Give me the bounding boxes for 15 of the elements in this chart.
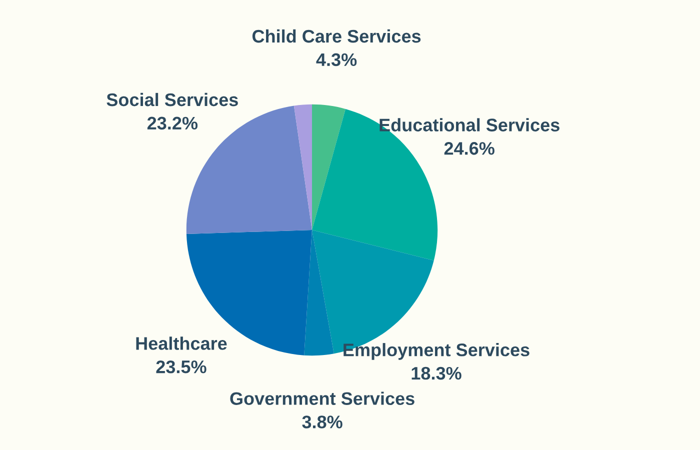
pie-slice bbox=[312, 104, 346, 230]
data-label: 4.3% bbox=[316, 53, 357, 66]
slice-label: Child Care Services bbox=[252, 29, 421, 43]
pie-slice bbox=[294, 104, 312, 230]
slice-label: Government Services bbox=[230, 392, 414, 405]
data-label: 18.3% bbox=[412, 366, 462, 380]
data-label: 3.8% bbox=[302, 416, 342, 428]
slice-label: Healthcare bbox=[136, 336, 227, 350]
slice-label: Social Services bbox=[106, 92, 238, 106]
data-label: 23.2% bbox=[147, 116, 198, 130]
slice-label: Educational Services bbox=[380, 118, 560, 132]
slice-label: Employment Services bbox=[344, 343, 530, 360]
data-label: 23.5% bbox=[156, 360, 206, 374]
data-label: 24.6% bbox=[444, 142, 494, 155]
pie-slice bbox=[304, 230, 334, 356]
